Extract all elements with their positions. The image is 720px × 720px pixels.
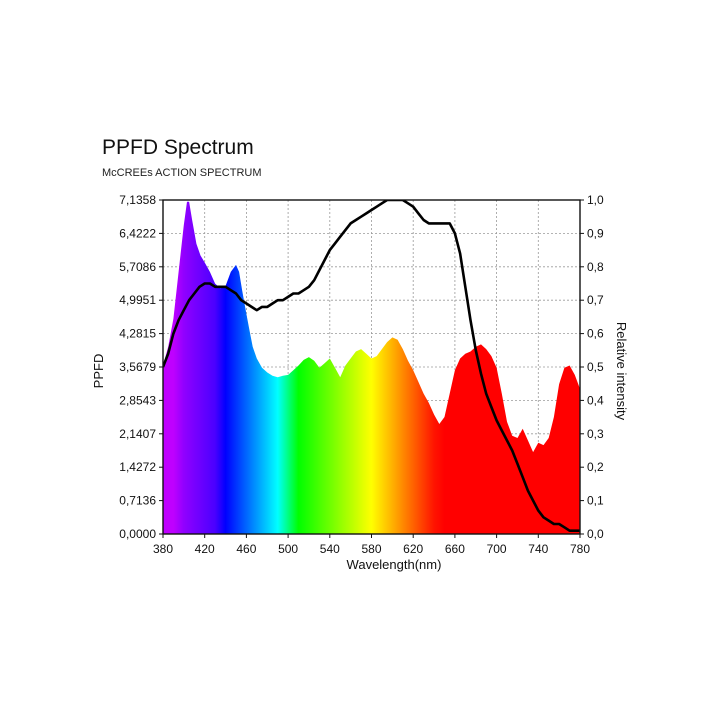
y-tick-label: 3,5679 [119, 360, 156, 374]
ppfd-area [163, 201, 580, 534]
y2-tick-label: 0,7 [587, 293, 604, 307]
chart-subtitle: McCREEs ACTION SPECTRUM [102, 167, 262, 179]
y-tick-label: 5,7086 [119, 260, 156, 274]
y2-tick-label: 0,8 [587, 260, 604, 274]
y-tick-label: 2,1407 [119, 427, 156, 441]
y-tick-label: 2,8543 [119, 393, 156, 407]
y-tick-label: 6,4222 [119, 226, 156, 240]
y-tick-label: 0,0000 [119, 527, 156, 541]
y2-tick-label: 0,1 [587, 494, 604, 508]
x-tick-label: 780 [570, 542, 590, 556]
x-tick-label: 620 [403, 542, 423, 556]
chart-title: PPFD Spectrum [102, 136, 254, 159]
x-tick-label: 380 [153, 542, 173, 556]
x-axis-ticks: 380 420 460 500 540 580 620 660 700 740 780 [153, 534, 590, 556]
x-tick-label: 700 [487, 542, 507, 556]
y-axis-label: PPFD [91, 354, 106, 389]
y-tick-label: 4,2815 [119, 327, 156, 341]
y-tick-label: 4,9951 [119, 293, 156, 307]
x-tick-label: 660 [445, 542, 465, 556]
y2-tick-label: 0,6 [587, 327, 604, 341]
y2-tick-label: 0,3 [587, 427, 604, 441]
x-tick-label: 540 [320, 542, 340, 556]
x-tick-label: 740 [528, 542, 548, 556]
y2-axis-label: Relative intensity [614, 322, 629, 421]
y2-tick-label: 0,0 [587, 527, 604, 541]
y2-tick-label: 1,0 [587, 193, 604, 207]
y-tick-label: 0,7136 [119, 494, 156, 508]
y-tick-label: 1,4272 [119, 460, 156, 474]
action-spectrum-line [163, 200, 580, 532]
y2-tick-label: 0,4 [587, 393, 604, 407]
y2-axis-ticks: 0,0 0,1 0,2 0,3 0,4 0,5 0,6 0,7 0,8 0,9 1,0 [580, 193, 604, 541]
x-axis-label: Wavelength(nm) [347, 557, 442, 572]
y2-tick-label: 0,5 [587, 360, 604, 374]
y-tick-label: 7,1358 [119, 193, 156, 207]
x-tick-label: 460 [236, 542, 256, 556]
x-tick-label: 500 [278, 542, 298, 556]
x-tick-label: 580 [361, 542, 381, 556]
y2-tick-label: 0,9 [587, 226, 604, 240]
x-tick-label: 420 [195, 542, 215, 556]
y-axis-ticks: 0,0000 0,7136 1,4272 2,1407 2,8543 3,5679 4,28… [119, 193, 163, 541]
y2-tick-label: 0,2 [587, 460, 604, 474]
